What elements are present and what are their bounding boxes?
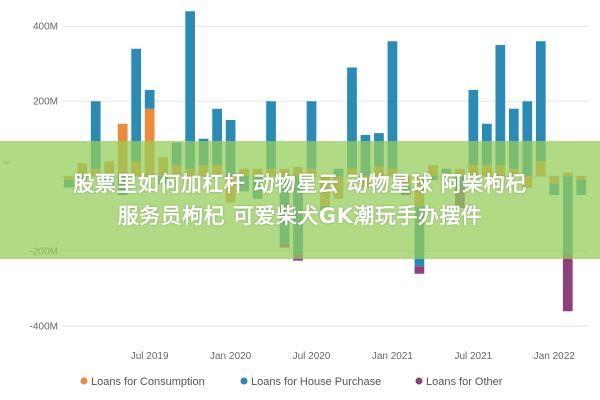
legend-label: Loans for Consumption [91,376,205,388]
bar-loans-for-other [562,255,573,312]
legend-marker [415,377,423,385]
bar-loans-for-house-purchase [495,45,506,165]
x-tick-label: Jul 2019 [131,351,169,362]
bar-loans-for-house-purchase [508,108,519,169]
x-axis-ticks: Jul 2019 Jan 2020 Jul 2020 Jan 2021 Jul 2021… [131,351,576,362]
bar-loans-for-house-purchase [387,41,398,169]
bar-loans-for-house-purchase [266,101,276,169]
bar-loans-for-house-purchase [185,11,195,169]
legend-label: Loans for Other [426,376,503,388]
banner-line-2: 服务员枸杞 可爱柴犬GK潮玩手办摆件 [117,204,483,228]
x-tick-label: Jul 2020 [293,351,331,362]
bar-loans-for-house-purchase [306,101,317,169]
y-tick-label: -400M [30,321,58,332]
legend-marker [240,377,248,385]
x-tick-label: Jul 2021 [454,351,492,362]
promo-banner-overlay: 股票里如何加杠杆 动物星云 动物星球 阿柴枸杞 服务员枸杞 可爱柴犬GK潮玩手办… [0,141,600,259]
legend-label: Loans for House Purchase [251,376,381,388]
bar-loans-for-other [414,266,425,274]
legend-marker [80,377,88,385]
bar-loans-for-house-purchase [347,67,357,169]
banner-line-1: 股票里如何加杠杆 动物星云 动物星球 阿柴枸杞 [73,172,527,196]
bar-loans-for-house-purchase [131,48,142,162]
bar-loans-for-house-purchase [522,101,533,177]
x-tick-label: Jan 2021 [372,351,414,362]
y-tick-label: 400M [33,21,58,32]
bar-loans-for-house-purchase [212,108,222,165]
bar-loans-for-house-purchase [144,90,155,109]
bar-loans-for-house-purchase [90,101,101,169]
bar-loans-for-house-purchase [468,90,479,165]
bar-loans-for-house-purchase [535,41,546,162]
x-tick-label: Jan 2022 [534,351,576,362]
y-tick-label: 200M [33,96,58,107]
x-tick-label: Jan 2020 [210,351,252,362]
legend: Loans for Consumption Loans for House Pur… [80,376,503,388]
